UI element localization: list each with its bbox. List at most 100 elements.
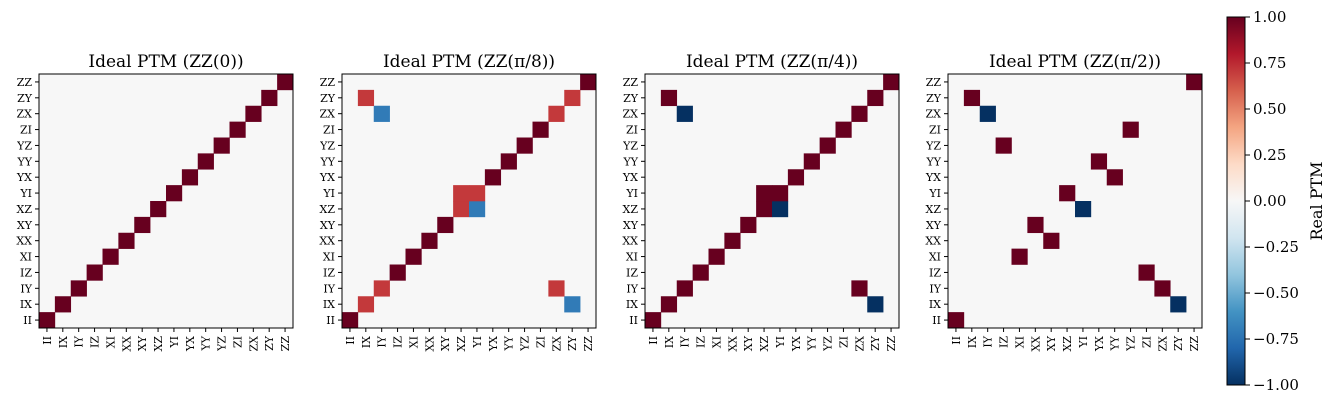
x-tick-label: ZY	[1172, 335, 1185, 351]
heatmap-cell	[772, 185, 789, 202]
x-tick-label: ZX	[853, 336, 866, 352]
x-tick-label: II	[41, 336, 54, 345]
x-tick-label: IX	[360, 336, 373, 348]
panel-title: Ideal PTM (ZZ(π/8))	[383, 52, 555, 72]
y-tick-label: YZ	[925, 139, 941, 152]
heatmap-cell	[1138, 264, 1155, 281]
heatmap-cell	[166, 185, 183, 202]
x-tick-label: XY	[439, 335, 452, 351]
heatmap-panel-2: Ideal PTM (ZZ(π/8))IIIIIXIXIYIYIZIZXIXIX…	[319, 52, 597, 352]
panel-title: Ideal PTM (ZZ(π/4))	[686, 52, 858, 72]
heatmap-cell	[867, 89, 884, 107]
heatmap-cell	[277, 74, 294, 91]
heatmap-cell	[867, 296, 884, 313]
heatmap-panels: Ideal PTM (ZZ(0))IIIIIXIXIYIYIZIZXIXIXXX…	[16, 52, 1203, 352]
y-tick-label: II	[23, 314, 32, 327]
x-tick-label: IY	[679, 335, 692, 347]
x-tick-label: ZZ	[885, 336, 898, 352]
y-tick-label: II	[326, 314, 335, 327]
x-tick-label: XY	[742, 335, 755, 351]
heatmap-cell	[54, 296, 72, 313]
y-tick-label: ZY	[17, 92, 33, 105]
panel-title: Ideal PTM (ZZ(π/2))	[989, 52, 1161, 72]
heatmap-cell	[373, 280, 390, 297]
x-tick-label: IZ	[695, 336, 708, 348]
y-tick-label: XX	[925, 235, 941, 248]
heatmap-cell	[548, 280, 565, 297]
y-tick-label: IZ	[323, 266, 335, 279]
heatmap-cell	[1170, 296, 1187, 313]
x-tick-label: IX	[966, 336, 979, 348]
y-tick-label: XZ	[320, 203, 336, 216]
y-tick-label: ZI	[626, 124, 638, 137]
y-tick-label: IY	[929, 282, 941, 295]
heatmap-cell	[1059, 185, 1076, 202]
heatmap-cell	[389, 264, 406, 281]
y-tick-label: IX	[929, 298, 941, 311]
y-tick-label: XX	[16, 235, 32, 248]
y-tick-label: XX	[622, 235, 638, 248]
x-tick-label: IY	[73, 335, 86, 347]
heatmap-cell	[421, 232, 438, 249]
colorbar-tick-label: 1.00	[1253, 8, 1286, 26]
x-tick-label: ZZ	[279, 336, 292, 352]
x-tick-label: XX	[1029, 336, 1042, 352]
heatmap-cell	[150, 201, 167, 218]
heatmap-cell	[708, 248, 725, 265]
panel-frame	[341, 73, 597, 329]
y-tick-label: ZZ	[926, 76, 942, 89]
y-tick-label: YI	[322, 187, 335, 200]
y-tick-label: YX	[925, 171, 941, 184]
y-tick-label: XZ	[926, 203, 942, 216]
heatmap-cell	[357, 296, 375, 313]
heatmap-cell	[660, 296, 678, 313]
heatmap-cell	[660, 89, 678, 107]
x-tick-label: YZ	[1125, 336, 1138, 352]
panel-frame	[644, 73, 900, 329]
heatmap-cell	[676, 280, 693, 297]
heatmap-cell	[772, 201, 789, 218]
y-tick-label: ZY	[320, 92, 336, 105]
y-tick-label: XY	[623, 219, 639, 232]
y-tick-label: ZZ	[320, 76, 336, 89]
heatmap-cell	[1043, 232, 1060, 249]
y-tick-label: ZI	[929, 124, 941, 137]
y-tick-label: XY	[320, 219, 336, 232]
heatmap-cell	[86, 264, 103, 281]
x-tick-label: ZZ	[582, 336, 595, 352]
heatmap-cell	[1122, 121, 1139, 138]
heatmap-cell	[1186, 74, 1203, 91]
x-tick-label: ZY	[263, 335, 276, 351]
heatmap-cell	[1011, 248, 1028, 265]
x-tick-label: YI	[774, 336, 787, 349]
x-tick-label: XZ	[1061, 336, 1074, 352]
y-tick-label: YX	[16, 171, 32, 184]
panel-frame	[38, 73, 294, 329]
x-tick-label: ZX	[1156, 336, 1169, 352]
heatmap-cell	[580, 74, 597, 91]
x-tick-label: YI	[168, 336, 181, 349]
x-tick-label: YY	[503, 335, 516, 351]
heatmap-cell	[676, 105, 693, 122]
x-tick-label: XY	[136, 335, 149, 351]
x-tick-label: YZ	[216, 336, 229, 352]
y-tick-label: II	[932, 314, 941, 327]
x-tick-label: YX	[1093, 336, 1106, 352]
x-tick-label: XI	[710, 336, 723, 348]
x-tick-label: XI	[407, 336, 420, 348]
heatmap-cell	[883, 74, 900, 91]
heatmap-cell	[819, 137, 836, 154]
y-tick-label: XY	[17, 219, 33, 232]
heatmap-cell	[756, 201, 773, 218]
y-tick-label: YZ	[16, 139, 32, 152]
x-tick-label: YX	[790, 336, 803, 352]
x-tick-label: YI	[471, 336, 484, 349]
heatmap-cell	[70, 280, 87, 297]
heatmap-cell	[437, 216, 454, 234]
y-tick-label: ZI	[20, 124, 32, 137]
heatmap-cell	[134, 216, 151, 234]
y-tick-label: IZ	[20, 266, 32, 279]
x-tick-label: II	[950, 336, 963, 345]
heatmap-cell	[995, 137, 1012, 154]
y-tick-label: YY	[925, 155, 941, 168]
